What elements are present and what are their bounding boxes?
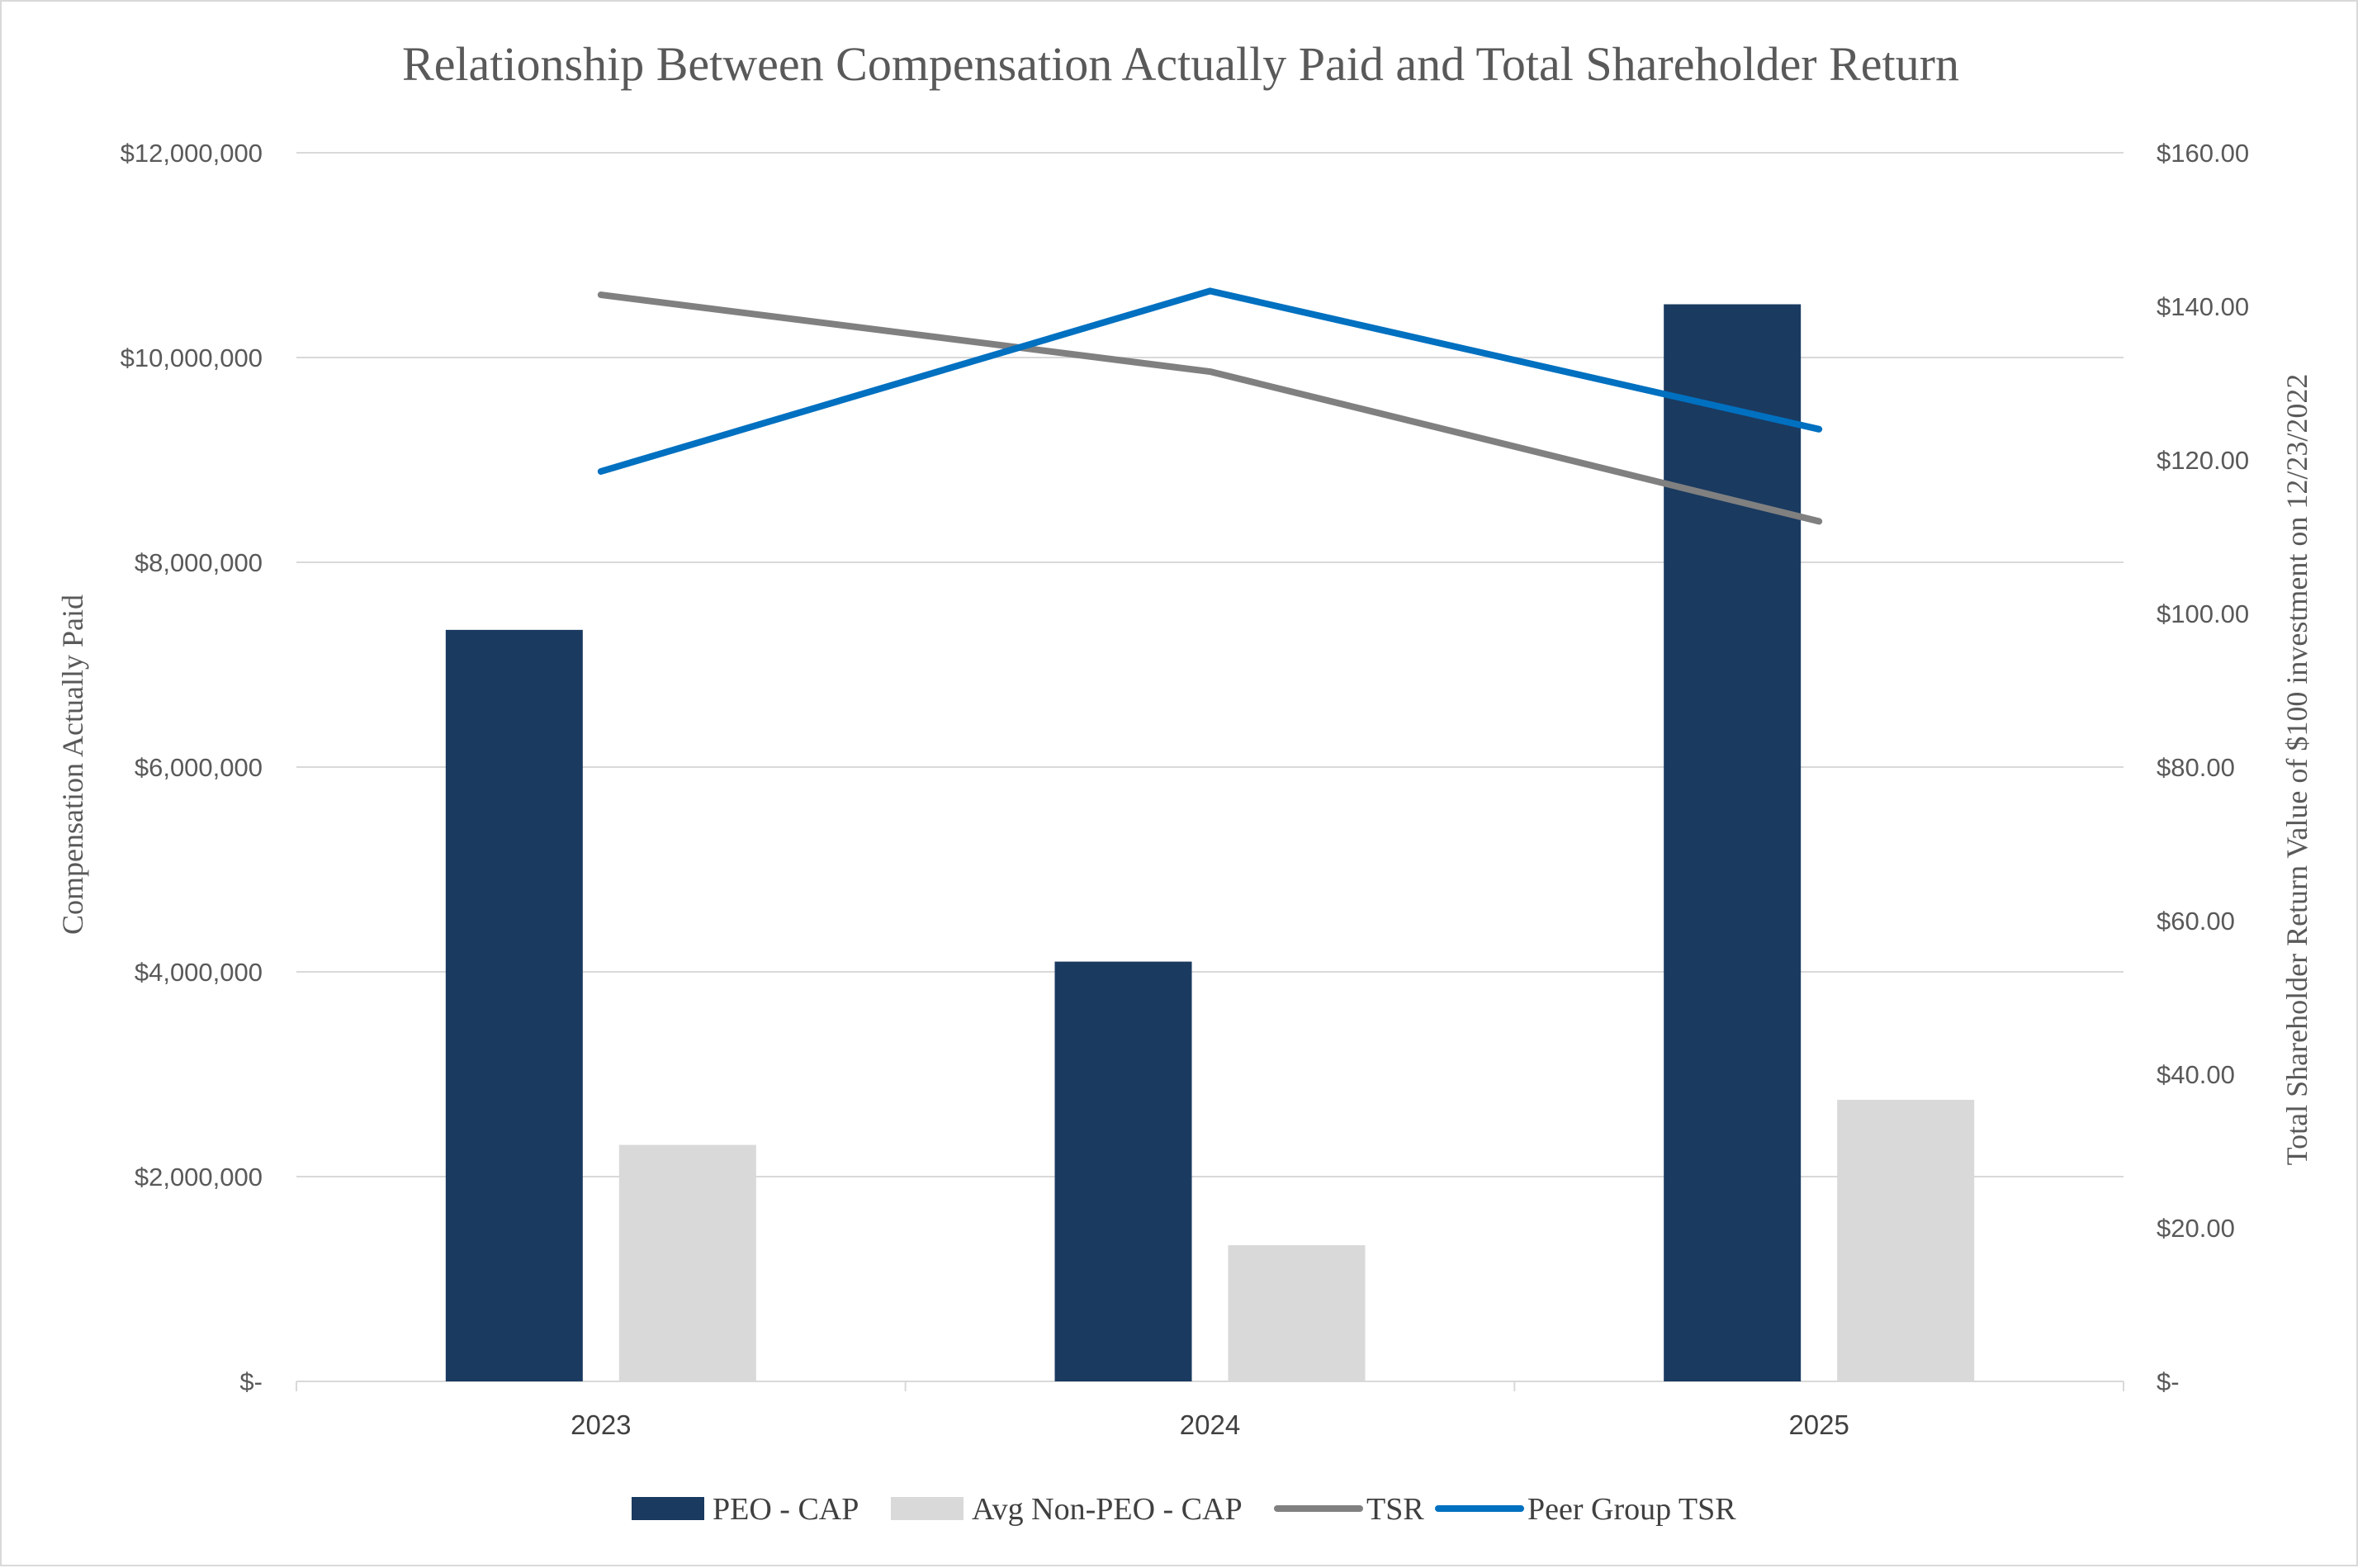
y-tick-label: $6,000,000 (135, 753, 263, 782)
bar-avg-non-peo-cap-2023 (618, 1144, 756, 1381)
y-tick-label: $10,000,000 (121, 343, 263, 372)
legend: PEO - CAP Avg Non-PEO - CAP TSR Peer Group … (632, 1492, 1736, 1527)
line-peer-group-tsr (597, 287, 1823, 475)
line-tsr (597, 291, 1823, 525)
bar-peo-cap-2025 (1664, 304, 1802, 1381)
gridlines (296, 152, 2124, 1177)
legend-label: Avg Non-PEO - CAP (972, 1492, 1243, 1527)
legend-swatch (891, 1497, 964, 1520)
y2-tick-label: $160.00 (2157, 139, 2249, 168)
bar-peo-cap-2023 (445, 629, 583, 1381)
y2-tick-label: $80.00 (2157, 753, 2235, 782)
bar-avg-non-peo-cap-2025 (1837, 1100, 1975, 1381)
y2-tick-label: $20.00 (2157, 1214, 2235, 1243)
y-axis-ticks: $- $2,000,000 $4,000,000 $6,000,000 $8,000,0… (121, 139, 263, 1396)
x-tick-label: 2023 (571, 1409, 631, 1440)
y-tick-label: $12,000,000 (121, 139, 263, 168)
y-tick-label: $4,000,000 (135, 958, 263, 987)
y-tick-label: $2,000,000 (135, 1163, 263, 1191)
line-series (597, 287, 1823, 525)
y2-tick-label: $60.00 (2157, 907, 2235, 936)
x-tick-label: 2024 (1180, 1409, 1240, 1440)
legend-label: PEO - CAP (713, 1492, 859, 1527)
legend-label: Peer Group TSR (1527, 1492, 1736, 1527)
y2-tick-label: $- (2157, 1367, 2180, 1396)
y-axis-title: Compensation Actually Paid (56, 595, 89, 935)
y2-tick-label: $40.00 (2157, 1060, 2235, 1089)
bar-avg-non-peo-cap-2024 (1228, 1245, 1366, 1381)
legend-swatch (632, 1497, 704, 1520)
y2-tick-label: $140.00 (2157, 292, 2249, 321)
y2-tick-label: $100.00 (2157, 599, 2249, 628)
legend-label: TSR (1366, 1492, 1424, 1527)
y-tick-label: $- (239, 1367, 263, 1396)
y2-axis-title: Total Shareholder Return Value of $100 i… (2280, 374, 2313, 1166)
y2-tick-label: $120.00 (2157, 446, 2249, 475)
chart-title: Relationship Between Compensation Actual… (402, 37, 1959, 91)
y2-axis-ticks: $- $20.00 $40.00 $60.00 $80.00 $100.00 $120.00… (2157, 139, 2249, 1396)
category-labels: 2023 2024 2025 (571, 1409, 1849, 1440)
x-tick-label: 2025 (1788, 1409, 1849, 1440)
y-tick-label: $8,000,000 (135, 548, 263, 577)
bar-series (445, 304, 1975, 1381)
x-axis (296, 1381, 2124, 1391)
bar-peo-cap-2024 (1054, 961, 1192, 1381)
